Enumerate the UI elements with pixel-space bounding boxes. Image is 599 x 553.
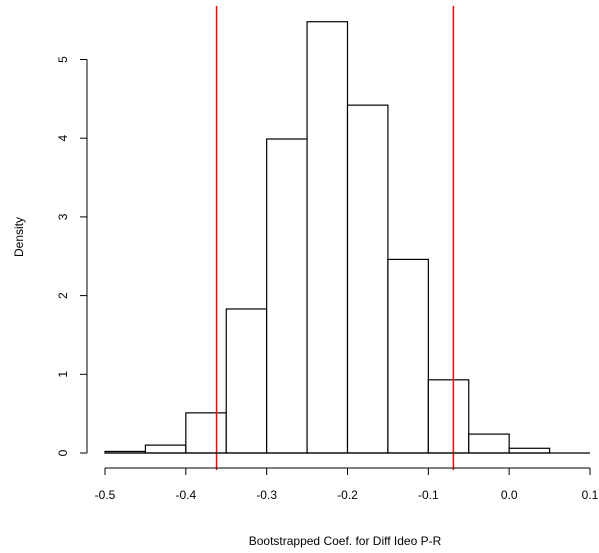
histogram-bar-3 [225,308,268,454]
y-axis: 0 1 2 3 4 5 [56,56,88,456]
x-tick-label-6: 0.1 [582,488,599,502]
y-tick-label-0: 0 [56,449,70,456]
histogram-bar-2 [185,412,227,454]
y-tick-label-5: 5 [56,56,70,63]
y-tick-label-1: 1 [56,371,70,378]
x-tick-label-2: -0.3 [256,488,277,502]
x-axis: -0.5 -0.4 -0.3 -0.2 -0.1 0.0 0.1 [95,452,599,502]
x-tick-label-3: -0.2 [337,488,358,502]
y-tick-label-4: 4 [56,135,70,142]
histogram-bar-5 [306,21,349,454]
histogram-bar-9 [468,433,510,454]
histogram-bar-6 [346,104,389,454]
histogram-bars [104,21,551,454]
x-tick-label-1: -0.4 [175,488,196,502]
x-axis-title: Bootstrapped Coef. for Diff Ideo P-R [249,534,442,548]
histogram-bar-4 [266,138,308,454]
histogram-bar-10 [508,447,551,454]
reference-lines [215,6,455,470]
x-tick-label-0: -0.5 [95,488,116,502]
y-axis-title: Density [12,217,26,257]
histogram-bar-1 [144,444,187,454]
y-tick-label-3: 3 [56,213,70,220]
x-tick-label-5: 0.0 [501,488,518,502]
y-tick-label-2: 2 [56,292,70,299]
x-tick-label-4: -0.1 [418,488,439,502]
histogram-bar-8 [427,379,470,454]
histogram-bar-7 [387,258,429,454]
